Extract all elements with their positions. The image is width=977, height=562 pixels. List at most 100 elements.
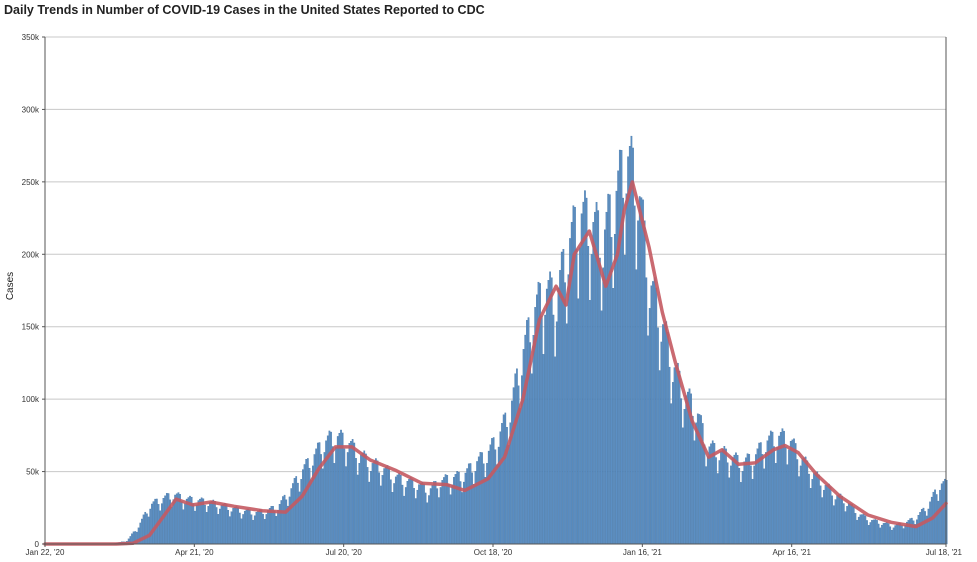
daily-bar [318,442,321,545]
daily-bar [504,412,507,545]
daily-bar [545,288,548,545]
daily-bar [243,510,246,545]
daily-bar [741,471,744,545]
daily-bar [748,454,751,545]
daily-bar [821,497,824,545]
daily-bar [494,449,497,545]
daily-bar [378,472,381,545]
daily-bar [182,509,185,545]
daily-bar [806,460,809,545]
daily-bar [484,477,487,545]
daily-bar [165,493,168,545]
daily-bar [610,237,613,545]
x-tick-label: Jan 16, '21 [623,548,662,557]
daily-bar [368,481,371,545]
daily-bar [660,341,663,545]
daily-bar [527,317,530,545]
daily-bar [550,277,553,545]
daily-bar [380,485,382,545]
daily-bar [321,468,324,545]
daily-bar [355,458,357,545]
daily-bar [753,465,756,545]
daily-bar [184,503,186,545]
daily-bar [343,448,346,545]
daily-bar [668,366,671,545]
daily-bar [564,282,566,545]
daily-bar [935,494,938,545]
daily-bar [826,484,829,545]
daily-bar [531,373,533,545]
daily-bar [867,525,870,545]
daily-bar [911,517,913,545]
daily-bar [381,475,384,545]
daily-bar [751,478,754,545]
daily-bar [375,458,377,545]
daily-bar [776,446,779,545]
daily-bar [461,492,463,545]
daily-bar [345,466,347,545]
daily-bar [331,446,334,545]
daily-bar [871,520,873,545]
daily-bar [866,520,868,545]
daily-bar [818,474,820,545]
daily-bar [718,460,721,545]
daily-bar [627,156,629,545]
daily-bar [214,501,216,545]
daily-bar [227,510,230,545]
daily-bar [632,147,634,545]
daily-bar [687,391,689,545]
daily-bar [801,458,804,545]
daily-bar [192,503,195,545]
daily-bar [778,435,780,545]
daily-bar [487,450,490,545]
daily-bar [769,430,772,545]
daily-bar [647,335,649,545]
daily-bar [361,452,364,545]
daily-bar [454,474,457,545]
daily-bar [180,501,183,545]
daily-bar [303,464,306,545]
daily-bar [439,487,442,545]
daily-bar [852,506,855,545]
daily-bar [940,483,943,545]
daily-bar [736,455,739,545]
daily-bar [467,463,470,545]
x-tick-label: Jul 20, '20 [326,548,363,557]
daily-bar [849,503,852,545]
daily-bar [363,450,366,545]
daily-bar [496,464,498,545]
y-tick-label: 100k [22,395,40,404]
daily-bar [823,489,825,545]
daily-bar [590,254,593,545]
daily-bar [156,498,158,545]
daily-bar [728,477,731,545]
daily-bar [162,498,165,545]
daily-bar [202,498,205,545]
daily-bar [371,463,374,545]
daily-bar [511,400,513,545]
daily-bar [159,510,162,545]
daily-bar [876,520,878,545]
daily-bar [235,506,238,545]
daily-bar [338,432,341,545]
daily-bar [824,485,827,545]
daily-bar [413,488,415,545]
daily-bar [406,481,409,545]
daily-bar [164,495,166,545]
daily-bar [625,193,628,545]
daily-bar [394,476,397,545]
daily-bar [300,479,303,545]
daily-bar [212,499,215,545]
daily-bar [230,511,233,545]
daily-bar [207,506,210,545]
daily-bar [544,314,546,545]
daily-bar [733,454,736,545]
daily-bar [594,211,596,545]
daily-bar [829,486,832,545]
daily-bar [838,494,840,545]
daily-bar [665,321,668,545]
daily-bar [408,479,410,545]
daily-bar [599,257,601,545]
daily-bar [315,448,317,545]
daily-bar [373,460,376,545]
